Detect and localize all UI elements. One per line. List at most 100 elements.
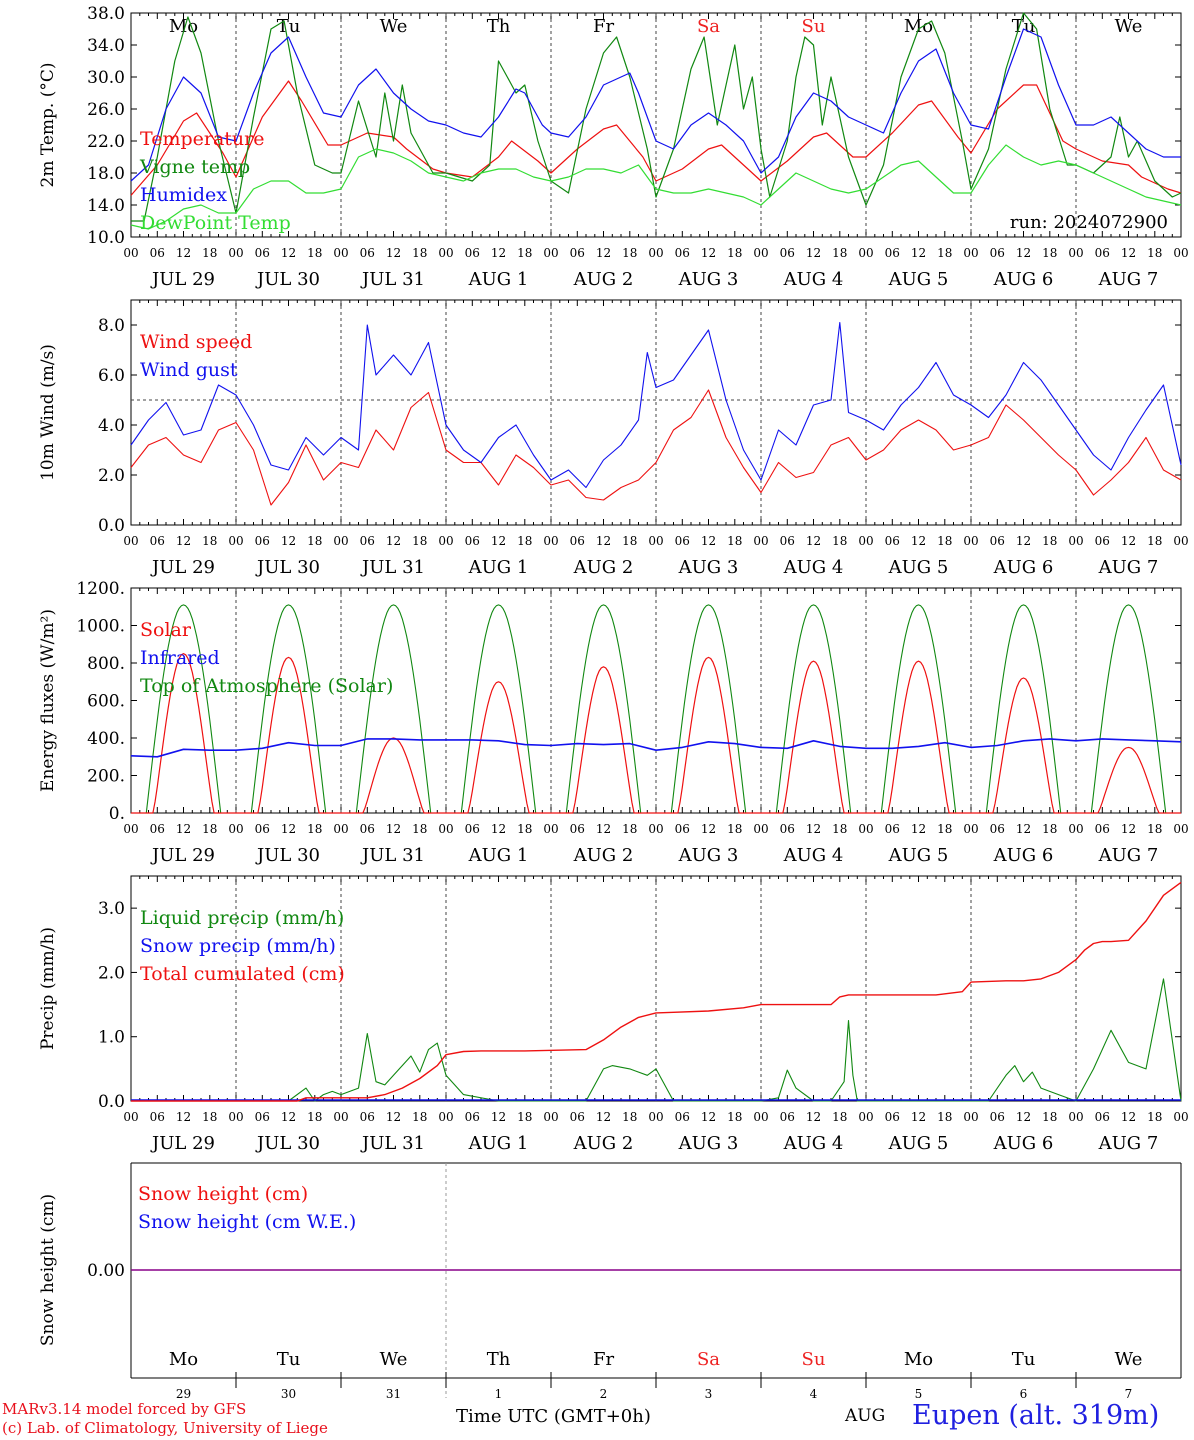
hour-tick-label: 06 (990, 246, 1005, 260)
day-number: 4 (810, 1387, 818, 1401)
station-name: Eupen (alt. 319m) (912, 1400, 1160, 1431)
date-label: JUL 30 (255, 845, 320, 866)
plot-frame (130, 299, 1182, 526)
y-axis-label: Precip (mm/h) (38, 927, 58, 1050)
hour-tick-label: 00 (963, 1110, 978, 1124)
hour-tick-label: 06 (150, 534, 165, 548)
hour-tick-label: 06 (1095, 534, 1110, 548)
date-label: AUG 6 (993, 269, 1054, 290)
weekday-label: Mo (904, 1349, 933, 1370)
hour-tick-label: 00 (228, 534, 243, 548)
hour-tick-label: 18 (307, 822, 322, 836)
hour-tick-label: 06 (675, 534, 690, 548)
hour-tick-label: 00 (438, 1110, 453, 1124)
series-wind-speed (130, 389, 1182, 506)
date-label: JUL 29 (150, 845, 215, 866)
hour-tick-label: 00 (438, 822, 453, 836)
hour-tick-label: 06 (885, 534, 900, 548)
y-tick-label: 26.0 (87, 100, 125, 120)
hour-tick-label: 00 (333, 1110, 348, 1124)
day-number: 31 (386, 1387, 401, 1401)
date-label: AUG 1 (468, 269, 529, 290)
hour-tick-label: 12 (806, 246, 821, 260)
hour-tick-label: 18 (517, 246, 532, 260)
hour-tick-label: 18 (412, 246, 427, 260)
hour-tick-label: 06 (465, 246, 480, 260)
date-label: JUL 30 (255, 269, 320, 290)
hour-tick-label: 06 (150, 1110, 165, 1124)
hour-tick-label: 12 (701, 246, 716, 260)
hour-tick-label: 12 (911, 1110, 926, 1124)
date-label: AUG 3 (678, 1133, 739, 1154)
hour-tick-label: 12 (491, 534, 506, 548)
date-label: JUL 29 (150, 269, 215, 290)
y-tick-label: 30.0 (87, 68, 125, 88)
hour-tick-label: 06 (675, 822, 690, 836)
hour-tick-label: 00 (1068, 534, 1083, 548)
y-tick-label: 2.0 (98, 466, 125, 486)
hour-tick-label: 06 (570, 822, 585, 836)
hour-tick-label: 12 (176, 534, 191, 548)
weekday-label: Sa (697, 1349, 720, 1370)
hour-tick-label: 12 (176, 1110, 191, 1124)
hour-tick-label: 18 (307, 534, 322, 548)
legend-entry: Solar (140, 619, 192, 641)
hour-tick-label: 00 (123, 1110, 138, 1124)
hour-tick-label: 12 (1016, 246, 1031, 260)
hour-tick-label: 12 (281, 1110, 296, 1124)
date-label: JUL 29 (150, 557, 215, 578)
x-ticks (130, 588, 1182, 813)
legend-entry: DewPoint Temp (140, 212, 291, 234)
y-tick-label: 800. (87, 654, 125, 674)
hour-tick-label: 06 (885, 822, 900, 836)
series-humidex (130, 28, 1181, 182)
hour-tick-label: 18 (622, 1110, 637, 1124)
hour-tick-label: 12 (806, 822, 821, 836)
date-label: JUL 31 (360, 557, 425, 578)
date-label: AUG 2 (573, 269, 634, 290)
legend-entry: Snow height (cm) (138, 1183, 308, 1205)
hour-tick-label: 06 (150, 822, 165, 836)
legend-entry: Total cumulated (cm) (140, 963, 345, 985)
hour-tick-label: 18 (622, 246, 637, 260)
hour-tick-label: 12 (491, 822, 506, 836)
legend-entry: Liquid precip (mm/h) (140, 907, 344, 929)
hour-tick-label: 06 (255, 534, 270, 548)
hour-tick-label: 00 (543, 1110, 558, 1124)
weekday-label: Fr (593, 1349, 614, 1370)
hour-tick-label: 12 (386, 534, 401, 548)
date-label: AUG 5 (888, 845, 949, 866)
hour-tick-label: 18 (307, 246, 322, 260)
day-number: 6 (1020, 1387, 1028, 1401)
hour-tick-label: 06 (780, 822, 795, 836)
weekday-label: Tu (1012, 16, 1036, 37)
legend-entry: Wind gust (140, 359, 238, 381)
series-dewpoint-temp (130, 144, 1182, 230)
hour-tick-label: 06 (255, 822, 270, 836)
hour-tick-label: 18 (1147, 246, 1162, 260)
hour-tick-label: 06 (465, 1110, 480, 1124)
hour-tick-label: 06 (885, 1110, 900, 1124)
date-label: AUG 2 (573, 557, 634, 578)
legend-entry: Humidex (140, 184, 227, 206)
hour-tick-label: 00 (228, 246, 243, 260)
series-solar (131, 652, 1181, 814)
weekday-label: Tu (277, 16, 301, 37)
hour-tick-label: 00 (963, 822, 978, 836)
date-label: AUG 3 (678, 557, 739, 578)
hour-tick-label: 12 (1121, 534, 1136, 548)
hour-tick-label: 12 (596, 1110, 611, 1124)
hour-tick-label: 00 (123, 534, 138, 548)
weekday-label: We (380, 16, 408, 37)
hour-tick-label: 18 (1042, 822, 1057, 836)
hour-tick-label: 12 (911, 246, 926, 260)
hour-tick-label: 12 (911, 822, 926, 836)
model-credit: MARv3.14 model forced by GFS (2, 1400, 247, 1418)
hour-tick-label: 12 (1016, 1110, 1031, 1124)
hour-tick-label: 12 (176, 822, 191, 836)
hour-tick-label: 12 (596, 534, 611, 548)
hour-tick-label: 12 (701, 822, 716, 836)
hour-tick-label: 00 (753, 1110, 768, 1124)
weekday-label: Mo (169, 16, 198, 37)
hour-tick-label: 12 (596, 246, 611, 260)
